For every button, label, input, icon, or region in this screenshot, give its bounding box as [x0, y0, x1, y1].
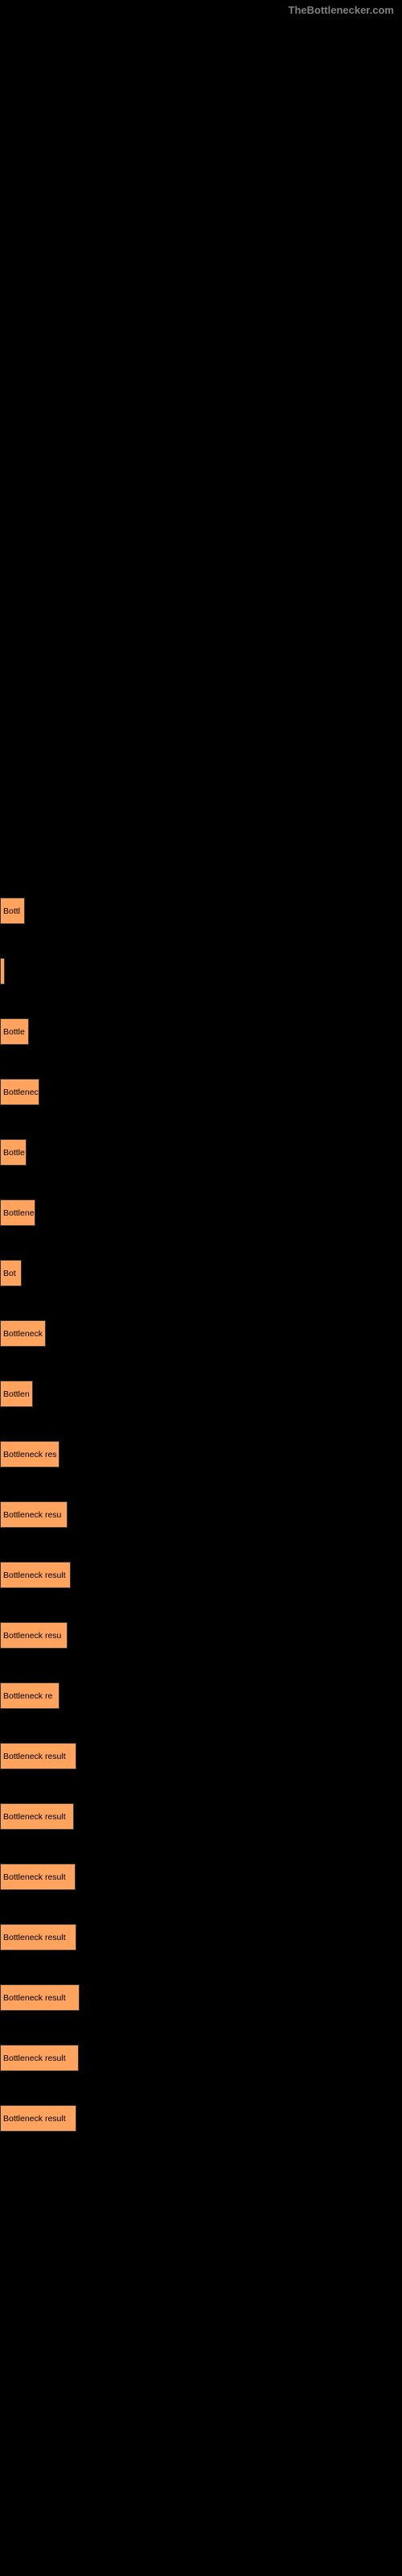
bar-row: Bottle — [0, 1018, 402, 1045]
bar-label: Bottleneck resu — [3, 1510, 61, 1520]
bottleneck-bar[interactable]: Bottleneck result — [0, 2045, 79, 2071]
bar-row: Bottl — [0, 898, 402, 924]
bar-row: Bottleneck result — [0, 1562, 402, 1588]
bar-row: Bottleneck result — [0, 1864, 402, 1890]
bar-label: Bottleneck resu — [3, 1631, 61, 1641]
bar-row: Bottleneck result — [0, 1924, 402, 1951]
bar-label: Bottleneck result — [3, 1993, 66, 2003]
bar-label: Bottleneck re — [3, 1691, 52, 1701]
bar-row — [0, 958, 402, 985]
bar-label: Bottleneck result — [3, 2114, 66, 2124]
bottleneck-bar[interactable]: Bot — [0, 1260, 22, 1286]
bar-row: Bottleneck result — [0, 1984, 402, 2011]
bottleneck-bar[interactable]: Bottlene — [0, 1199, 35, 1226]
bottleneck-bar[interactable]: Bottlen — [0, 1381, 33, 1407]
bar-row: Bottleneck — [0, 1320, 402, 1347]
bottleneck-bar[interactable]: Bottlenec — [0, 1079, 39, 1105]
bottleneck-bar[interactable] — [0, 958, 5, 985]
bar-label: Bottlene — [3, 1208, 35, 1218]
bar-row: Bottleneck resu — [0, 1501, 402, 1528]
bar-row: Bottleneck result — [0, 2045, 402, 2071]
bar-label: Bottleneck res — [3, 1450, 57, 1459]
bar-label: Bot — [3, 1269, 16, 1278]
bar-label: Bottleneck result — [3, 1872, 66, 1882]
bar-label: Bottl — [3, 906, 20, 916]
bottleneck-bar[interactable]: Bottleneck res — [0, 1441, 59, 1468]
bottleneck-bar[interactable]: Bottleneck result — [0, 1984, 80, 2011]
bar-row: Bottlenec — [0, 1079, 402, 1105]
bottleneck-bar[interactable]: Bottleneck result — [0, 1924, 76, 1951]
bar-row: Bottleneck result — [0, 1803, 402, 1830]
bar-row: Bottlen — [0, 1381, 402, 1407]
bar-row: Bot — [0, 1260, 402, 1286]
bottleneck-bar[interactable]: Bottleneck result — [0, 1803, 74, 1830]
bars-container: Bottl Bottle Bottlenec Bottle Bottlene Bot Bot… — [0, 898, 402, 2165]
bar-label: Bottleneck result — [3, 1752, 66, 1761]
bar-row: Bottlene — [0, 1199, 402, 1226]
bottleneck-bar[interactable]: Bottleneck result — [0, 1864, 76, 1890]
bottleneck-bar[interactable]: Bottleneck resu — [0, 1501, 68, 1528]
bar-label: Bottle — [3, 1148, 25, 1158]
bottleneck-bar[interactable]: Bottle — [0, 1018, 29, 1045]
bar-label: Bottleneck result — [3, 2054, 66, 2063]
bar-label: Bottle — [3, 1027, 25, 1037]
bar-label: Bottlenec — [3, 1088, 39, 1097]
bar-row: Bottle — [0, 1139, 402, 1166]
bar-row: Bottleneck res — [0, 1441, 402, 1468]
bottleneck-bar[interactable]: Bottleneck re — [0, 1682, 59, 1709]
bar-label: Bottleneck result — [3, 1812, 66, 1822]
bottleneck-bar[interactable]: Bottleneck result — [0, 1743, 76, 1769]
bottleneck-bar[interactable]: Bottleneck result — [0, 2105, 76, 2132]
bottleneck-bar[interactable]: Bottleneck resu — [0, 1622, 68, 1649]
bar-row: Bottleneck result — [0, 1743, 402, 1769]
bottleneck-bar[interactable]: Bottleneck result — [0, 1562, 71, 1588]
bottleneck-bar[interactable]: Bottle — [0, 1139, 27, 1166]
bar-row: Bottleneck resu — [0, 1622, 402, 1649]
watermark-text: TheBottlenecker.com — [289, 4, 395, 16]
bar-label: Bottleneck — [3, 1329, 43, 1339]
bottleneck-bar[interactable]: Bottleneck — [0, 1320, 46, 1347]
bar-label: Bottleneck result — [3, 1571, 66, 1580]
bar-row: Bottleneck re — [0, 1682, 402, 1709]
bar-row: Bottleneck result — [0, 2105, 402, 2132]
bar-label: Bottleneck result — [3, 1933, 66, 1942]
bottleneck-bar[interactable]: Bottl — [0, 898, 25, 924]
bar-label: Bottlen — [3, 1389, 30, 1399]
